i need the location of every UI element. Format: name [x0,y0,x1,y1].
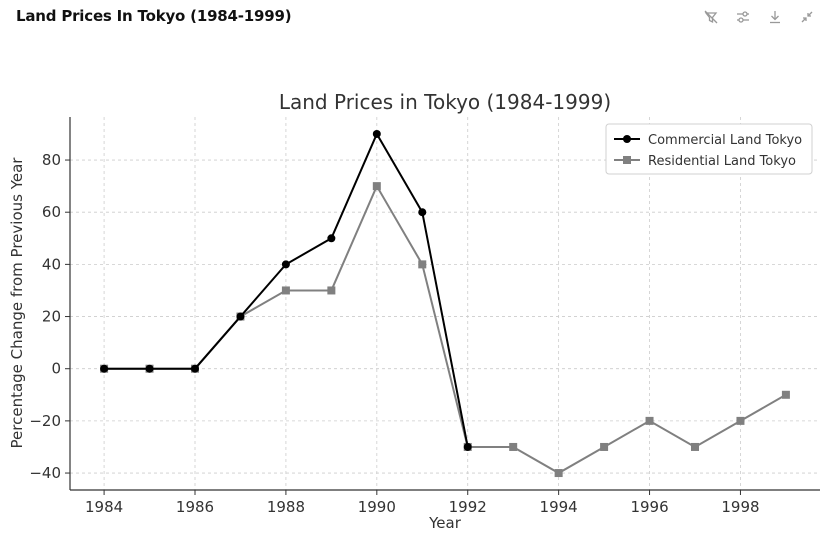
settings-sliders-icon[interactable] [733,8,753,26]
data-point [281,260,290,269]
legend-label: Commercial Land Tokyo [648,133,802,148]
data-point [691,442,699,451]
data-point [191,364,199,373]
y-tick-label: 20 [42,308,61,326]
x-tick-label: 1992 [449,498,487,516]
toolbar [701,8,817,26]
y-tick-label: 0 [51,360,61,378]
y-tick-label: 80 [42,151,61,169]
data-point [145,364,154,373]
data-point [372,182,381,191]
y-axis-label: Percentage Change from Previous Year [8,157,26,449]
window-title: Land Prices In Tokyo (1984-1999) [16,7,292,25]
x-tick-label: 1998 [721,498,759,516]
chart-title: Land Prices in Tokyo (1984-1999) [279,90,611,114]
x-tick-label: 1990 [358,498,396,516]
data-point [600,442,609,451]
legend-marker [623,135,631,143]
data-point [327,286,336,295]
collapse-icon[interactable] [797,8,817,26]
window-header: Land Prices In Tokyo (1984-1999) [0,0,831,34]
data-point [418,260,427,269]
chart-container: 1984 1986 1988 1990 1992 1994 1996 1998 −40 −20 0 2… [0,80,831,541]
data-point [372,129,381,138]
data-point [554,469,563,478]
data-point [236,312,245,321]
line-chart: 1984 1986 1988 1990 1992 1994 1996 1998 −40 −20 0 2… [8,90,820,532]
data-point [463,442,472,451]
data-point [736,416,745,425]
data-point [509,442,518,451]
data-point [418,208,427,217]
x-axis-label: Year [428,514,462,532]
x-tick-label: 1988 [267,498,305,516]
y-tick-label: 60 [42,203,61,221]
y-tick-label: 40 [42,255,61,273]
download-icon[interactable] [765,8,785,26]
legend-label: Residential Land Tokyo [648,154,796,169]
y-tick-label: −20 [29,412,61,430]
data-point [645,416,654,425]
x-tick-label: 1986 [176,498,214,516]
data-point [781,390,790,399]
x-tick-label: 1984 [85,498,123,516]
x-tick-label: 1994 [540,498,578,516]
data-point [281,286,290,295]
data-point [327,234,336,243]
data-point [100,364,109,373]
legend-marker [623,156,631,164]
y-tick-label: −40 [29,464,61,482]
legend-box [605,123,813,175]
x-tick-label: 1996 [630,498,668,516]
hide-icon[interactable] [701,8,721,26]
